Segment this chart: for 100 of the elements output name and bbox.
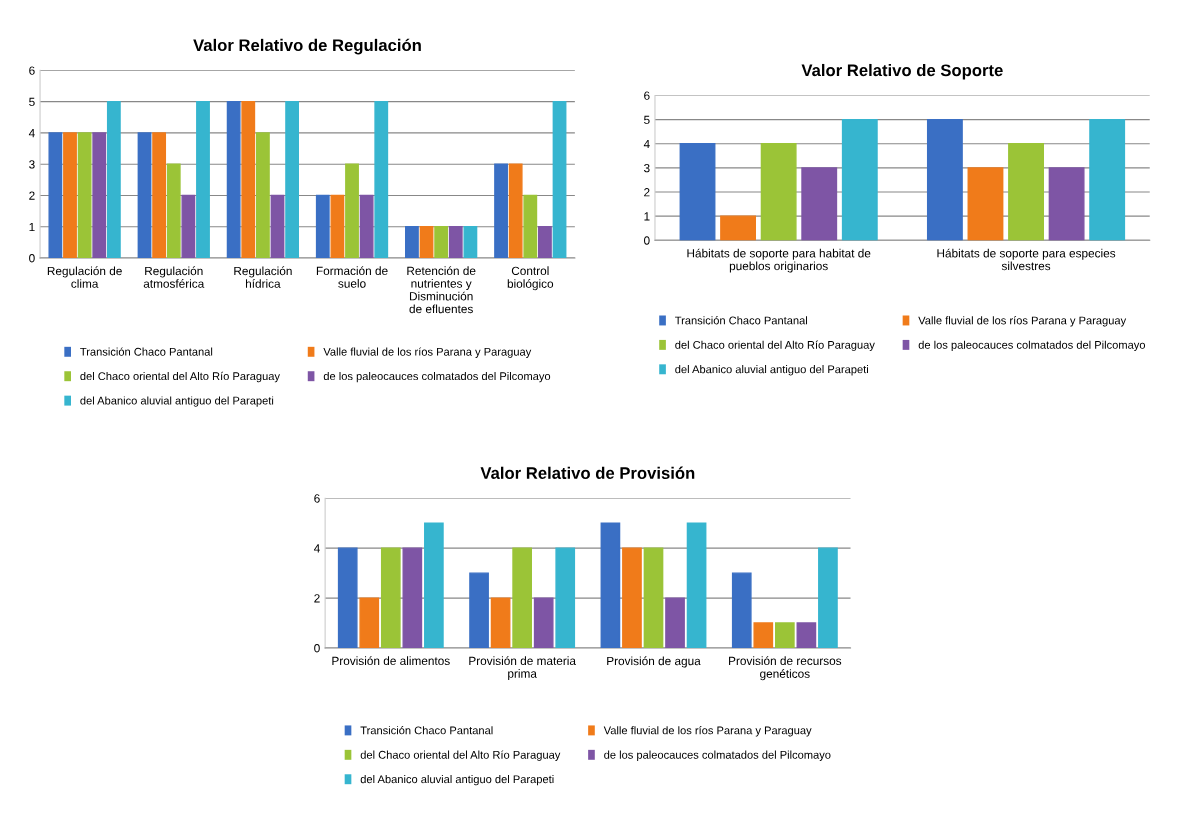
bar — [419, 226, 434, 259]
legend-label: Transición Chaco Pantanal — [675, 316, 808, 325]
legend-label: Valle fluvial de los ríos Parana y Paraguay — [918, 316, 1127, 327]
bar — [270, 194, 285, 259]
x-tick-label: Provisión de materia prima — [469, 656, 576, 681]
y-tick-label: 4 — [313, 544, 320, 553]
legend-label: de los paleocauces colmatados del Pilcomayo — [323, 371, 551, 383]
bar — [92, 132, 107, 259]
y-tick-label: 2 — [314, 594, 320, 603]
bar — [523, 194, 538, 259]
bar — [801, 167, 838, 241]
bar — [555, 547, 576, 649]
bar — [508, 163, 523, 259]
bar — [665, 597, 685, 649]
bar — [48, 132, 63, 259]
bar — [463, 226, 478, 259]
y-tick-label: 0 — [644, 236, 650, 245]
bar — [512, 547, 532, 649]
y-tick-label: 6 — [644, 91, 650, 100]
bar — [402, 547, 423, 649]
bar — [1048, 167, 1085, 241]
bar — [405, 226, 419, 259]
legend-label: Valle fluvial de los ríos Parana y Paraguay — [603, 726, 812, 737]
bar — [818, 547, 838, 649]
bar — [374, 100, 389, 259]
x-tick-label: Provisión de agua — [607, 656, 701, 668]
bar — [330, 194, 345, 259]
bar — [359, 194, 374, 259]
legend-label: Transición Chaco Pantanal — [80, 347, 213, 356]
bar — [490, 597, 511, 649]
bar — [166, 163, 181, 259]
y-tick-label: 5 — [29, 97, 35, 107]
legend-label: Transición Chaco Pantanal — [360, 726, 493, 735]
bar — [255, 132, 270, 259]
bar — [448, 226, 463, 259]
bar — [494, 163, 508, 259]
y-tick-label: 2 — [644, 188, 650, 197]
y-tick-label: 0 — [29, 254, 35, 263]
bar — [434, 226, 449, 259]
legend-label: del Chaco oriental del Alto Río Paraguay — [80, 371, 280, 383]
bar — [774, 622, 795, 649]
bar — [1089, 118, 1126, 241]
bar — [469, 572, 489, 649]
bar — [622, 547, 642, 649]
x-tick-label: Regulación atmosférica — [143, 266, 205, 288]
bar — [380, 547, 401, 649]
bar — [1008, 143, 1044, 241]
x-tick-label: Regulación hídrica — [234, 266, 292, 288]
bar — [552, 100, 567, 259]
bar — [841, 118, 878, 241]
chart-title: Valor Relativo de Provisión — [480, 466, 695, 479]
bar — [152, 132, 167, 259]
bar — [285, 100, 300, 259]
y-tick-label: 1 — [29, 222, 35, 232]
bar — [686, 522, 707, 649]
legend-label: de los paleocauces colmatados del Pilcomayo — [604, 750, 831, 761]
bar — [345, 163, 359, 259]
chart-title: Valor Relativo de Regulación — [193, 38, 421, 55]
legend-label: de los paleocauces colmatados del Pilcomayo — [918, 340, 1146, 351]
legend-label: del Abanico aluvial antiguo del Parapeti — [80, 396, 274, 407]
bar — [720, 215, 757, 241]
y-tick-label: 3 — [29, 160, 35, 169]
bar — [967, 167, 1004, 241]
legend-label: del Chaco oriental del Alto Río Paraguay — [360, 750, 561, 761]
x-tick-label: Retención de nutrientes y Disminución de efluentes — [407, 266, 476, 314]
legend-label: del Chaco oriental del Alto Río Paraguay — [675, 340, 875, 351]
chart-title: Valor Relativo de Soporte — [801, 63, 1003, 80]
bar — [533, 597, 554, 649]
bar — [77, 132, 92, 259]
x-tick-label: Provisión de alimentos — [332, 656, 450, 666]
bar — [679, 143, 716, 241]
y-tick-label: 2 — [29, 191, 35, 200]
y-tick-label: 3 — [643, 163, 650, 173]
bar — [63, 132, 77, 259]
bar — [196, 100, 210, 259]
y-tick-label: 4 — [643, 139, 650, 149]
bar — [137, 132, 152, 259]
bar — [643, 547, 664, 649]
y-tick-label: 6 — [29, 66, 35, 75]
x-tick-label: Regulación de clima — [47, 266, 122, 288]
legend-label: del Abanico aluvial antiguo del Parapeti — [360, 774, 554, 786]
x-tick-label: Formación de suelo — [316, 266, 388, 288]
bar — [731, 572, 752, 649]
bar — [796, 622, 817, 649]
bar — [926, 118, 963, 241]
bar — [241, 100, 256, 259]
x-tick-label: Hábitats de soporte para habitat de pueblos originarios — [687, 248, 871, 273]
y-tick-label: 5 — [644, 115, 650, 124]
bar — [538, 226, 552, 259]
bar — [424, 522, 444, 649]
bar — [315, 194, 330, 259]
bar — [760, 143, 797, 241]
x-tick-label: Control biológico — [507, 266, 554, 291]
y-tick-label: 1 — [644, 212, 650, 221]
bar — [106, 100, 121, 259]
bar — [337, 547, 358, 649]
bar — [181, 194, 196, 259]
y-tick-label: 6 — [314, 494, 320, 503]
bar — [753, 622, 774, 649]
legend-label: del Abanico aluvial antiguo del Parapeti — [675, 365, 868, 376]
